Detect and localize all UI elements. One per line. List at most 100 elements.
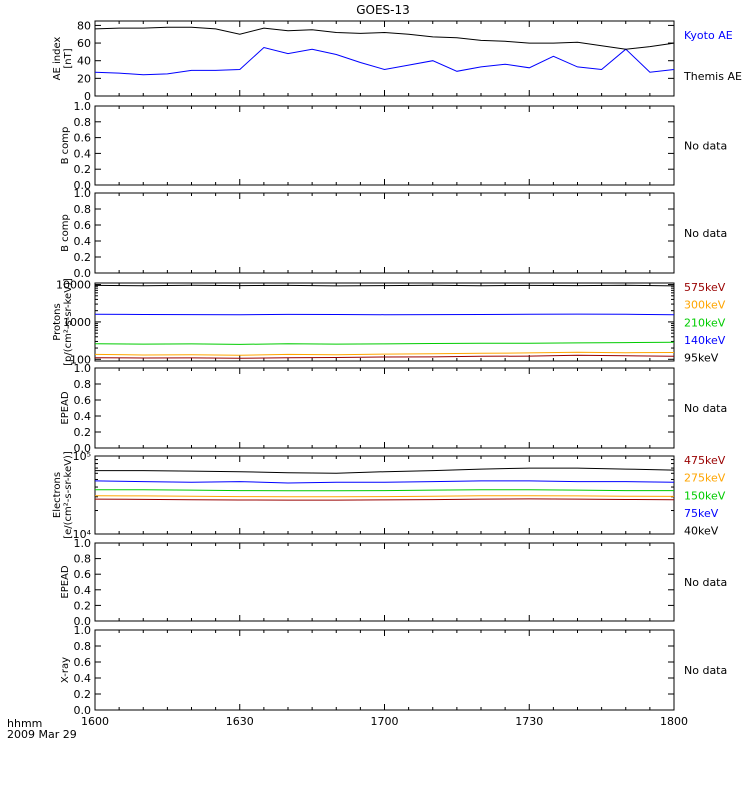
series-line-475kev [94, 498, 675, 501]
panel-epead2: 0.0 0.2 0.4 0.6 0.8 1.0 EPEAD No data [60, 537, 727, 628]
y-tick-label: 0.0 [74, 442, 92, 455]
legend-entry: 300keV [684, 299, 726, 312]
x-tick-label: 1600 [81, 715, 109, 728]
y-tick-label: 0.8 [74, 640, 92, 653]
series-line-95kev [94, 284, 675, 287]
x-tick-label: 1630 [226, 715, 254, 728]
panel-electrons: 10⁴ 10⁵ Electrons [e/(cm²-s-sr-keV)] 475keV 2… [52, 450, 726, 541]
chart-title: GOES-13 [356, 3, 410, 17]
legend-entry: 475keV [684, 454, 726, 467]
y-axis-label: EPEAD [60, 391, 71, 425]
no-data-label: No data [684, 402, 727, 415]
y-axis-label: AE index [52, 37, 63, 81]
y-tick-label: 0.4 [74, 672, 92, 685]
y-axis-label: B comp [60, 127, 71, 165]
y-tick-label: 0.6 [74, 656, 92, 669]
series-line-300kev [94, 351, 675, 356]
panel-frame [94, 105, 675, 186]
y-tick-label: 0.2 [74, 251, 92, 264]
panel-bcomp2: 0.0 0.2 0.4 0.6 0.8 1.0 B comp No data [60, 187, 727, 280]
y-tick-label: 0.4 [74, 584, 92, 597]
y-tick-label: 0.2 [74, 163, 92, 176]
y-tick-label: 0.2 [74, 688, 92, 701]
legend-entry: 275keV [684, 472, 726, 485]
y-tick-label: 0.6 [74, 132, 92, 145]
panel-frame [94, 629, 675, 711]
y-tick-label: 1.0 [74, 624, 92, 637]
series-line-575kev [94, 354, 675, 359]
y-tick-label: 0.6 [74, 568, 92, 581]
panel-bcomp1: 0.0 0.2 0.4 0.6 0.8 1.0 B comp No data [60, 100, 727, 192]
y-tick-label: 1.0 [74, 100, 92, 113]
panel-frame [94, 282, 675, 362]
legend-entry: Themis AE [683, 70, 742, 83]
y-tick-label: 0.4 [74, 147, 92, 160]
y-tick-label: 0 [84, 90, 91, 103]
legend-entry: 40keV [684, 525, 719, 538]
panel-group: 0 20 40 60 80 AE index [nT] Kyoto AE Themis AE 0.… [52, 19, 742, 717]
panel-frame [94, 542, 675, 622]
y-tick-label: 0.8 [74, 116, 92, 129]
y-tick-label: 0.8 [74, 378, 92, 391]
y-tick-label: 100 [70, 353, 91, 366]
y-tick-label: 10⁵ [73, 450, 91, 463]
time-axis: 1600 1630 1700 1730 1800 [81, 715, 688, 728]
y-axis-label: B comp [60, 214, 71, 252]
panel-ae: 0 20 40 60 80 AE index [nT] Kyoto AE Themis AE [52, 19, 742, 103]
panel-xray: 0.0 0.2 0.4 0.6 0.8 1.0 X-ray No data [60, 624, 727, 717]
y-tick-label: 0.0 [74, 615, 92, 628]
y-tick-label: 0.6 [74, 219, 92, 232]
y-tick-label: 1.0 [74, 537, 92, 550]
y-axis-label: Electrons [52, 472, 63, 518]
y-tick-label: 20 [77, 72, 91, 85]
series-line-210kev [94, 341, 675, 345]
y-tick-label: 0.0 [74, 704, 92, 717]
x-tick-label: 1700 [371, 715, 399, 728]
y-axis-label: [e/(cm²-s-sr-keV)] [63, 451, 74, 539]
y-tick-label: 10⁴ [73, 528, 92, 541]
y-tick-label: 0.0 [74, 179, 92, 192]
y-axis-label: X-ray [60, 657, 71, 683]
time-axis-date: 2009 Mar 29 [7, 728, 77, 741]
legend-entry: 575keV [684, 281, 726, 294]
legend-entry: 150keV [684, 489, 726, 502]
y-tick-label: 0.2 [74, 426, 92, 439]
series-line-140kev [94, 313, 675, 316]
y-tick-label: 1000 [63, 316, 91, 329]
series-line-75kev [94, 480, 675, 484]
y-tick-label: 0.6 [74, 394, 92, 407]
no-data-label: No data [684, 576, 727, 589]
legend-entry: 95keV [684, 352, 719, 365]
legend-entry: 75keV [684, 507, 719, 520]
series-line-275kev [94, 495, 675, 498]
x-tick-label: 1730 [515, 715, 543, 728]
y-axis-label: [p/(cm²-s-sr-keV)] [63, 278, 74, 366]
y-tick-label: 0.8 [74, 553, 92, 566]
no-data-label: No data [684, 227, 727, 240]
y-tick-label: 60 [77, 37, 91, 50]
panel-frame [94, 192, 675, 274]
y-tick-label: 80 [77, 19, 91, 32]
legend-entry: Kyoto AE [684, 29, 733, 42]
y-tick-label: 0.4 [74, 235, 92, 248]
legend-entry: 210keV [684, 316, 726, 329]
no-data-label: No data [684, 140, 727, 153]
panel-frame [94, 367, 675, 449]
y-tick-label: 1.0 [74, 362, 92, 375]
y-tick-label: 10000 [56, 279, 91, 292]
series-line-kyoto-ae [94, 46, 675, 76]
legend-entry: 140keV [684, 334, 726, 347]
y-tick-label: 0.2 [74, 599, 92, 612]
panel-epead1: 0.0 0.2 0.4 0.6 0.8 1.0 EPEAD No data [60, 362, 727, 455]
series-line-150kev [95, 489, 674, 492]
y-tick-label: 0.8 [74, 203, 92, 216]
no-data-label: No data [684, 664, 727, 677]
y-tick-label: 1.0 [74, 187, 92, 200]
y-axis-label: EPEAD [60, 565, 71, 599]
series-line-themis-ae [94, 26, 675, 50]
y-tick-label: 40 [77, 55, 91, 68]
x-tick-label: 1800 [660, 715, 688, 728]
y-tick-label: 0.4 [74, 410, 92, 423]
y-axis-label: [nT] [63, 48, 74, 68]
